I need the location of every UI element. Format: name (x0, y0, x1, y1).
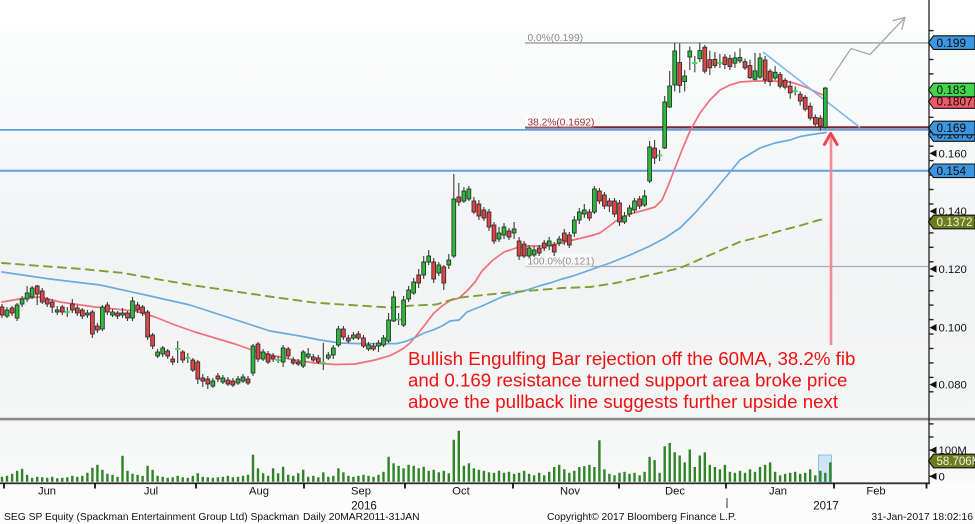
svg-text:SEG SP Equity (Spackman Entert: SEG SP Equity (Spackman Entertainment Gr… (4, 512, 299, 523)
svg-text:Jun: Jun (38, 485, 56, 497)
svg-text:0.1372: 0.1372 (937, 215, 973, 229)
svg-text:0.080: 0.080 (939, 380, 967, 392)
svg-text:0.199: 0.199 (937, 36, 967, 50)
svg-text:0.0%(0.199): 0.0%(0.199) (528, 33, 584, 44)
svg-text:31-Jan-2017 18:02:16: 31-Jan-2017 18:02:16 (871, 512, 973, 523)
svg-text:0.160: 0.160 (939, 148, 967, 160)
svg-text:Sep: Sep (351, 485, 371, 497)
svg-text:Oct: Oct (452, 485, 470, 497)
svg-text:Nov: Nov (560, 485, 580, 497)
svg-text:2017: 2017 (813, 501, 839, 513)
svg-text:Jan: Jan (769, 485, 787, 497)
svg-text:0.1807: 0.1807 (937, 95, 973, 109)
svg-text:Jul: Jul (144, 485, 158, 497)
svg-text:Copyright© 2017 Bloomberg Fina: Copyright© 2017 Bloomberg Finance L.P. (547, 512, 736, 523)
svg-text:0.100: 0.100 (939, 323, 967, 335)
svg-text:Bullish Engulfing Bar rejectio: Bullish Engulfing Bar rejection off the … (408, 348, 855, 369)
svg-text:Feb: Feb (866, 485, 885, 497)
svg-text:Dec: Dec (665, 485, 685, 497)
svg-text:and 0.169 resistance turned su: and 0.169 resistance turned support area… (408, 370, 847, 391)
svg-text:0.154: 0.154 (937, 164, 967, 178)
svg-text:0: 0 (939, 471, 945, 483)
svg-text:Daily 20MAR2011-31JAN: Daily 20MAR2011-31JAN (303, 512, 420, 523)
svg-text:above the pullback line sugges: above the pullback line suggests further… (408, 391, 839, 412)
svg-text:2016: 2016 (351, 501, 377, 513)
svg-text:38.2%(0.1692): 38.2%(0.1692) (528, 117, 595, 128)
svg-text:0.120: 0.120 (939, 264, 967, 276)
svg-text:Aug: Aug (249, 485, 269, 497)
svg-text:100.0%(0.121): 100.0%(0.121) (528, 257, 595, 268)
svg-text:0.183: 0.183 (937, 83, 967, 97)
svg-text:0.169: 0.169 (937, 121, 967, 135)
svg-text:58.706M: 58.706M (937, 456, 975, 468)
